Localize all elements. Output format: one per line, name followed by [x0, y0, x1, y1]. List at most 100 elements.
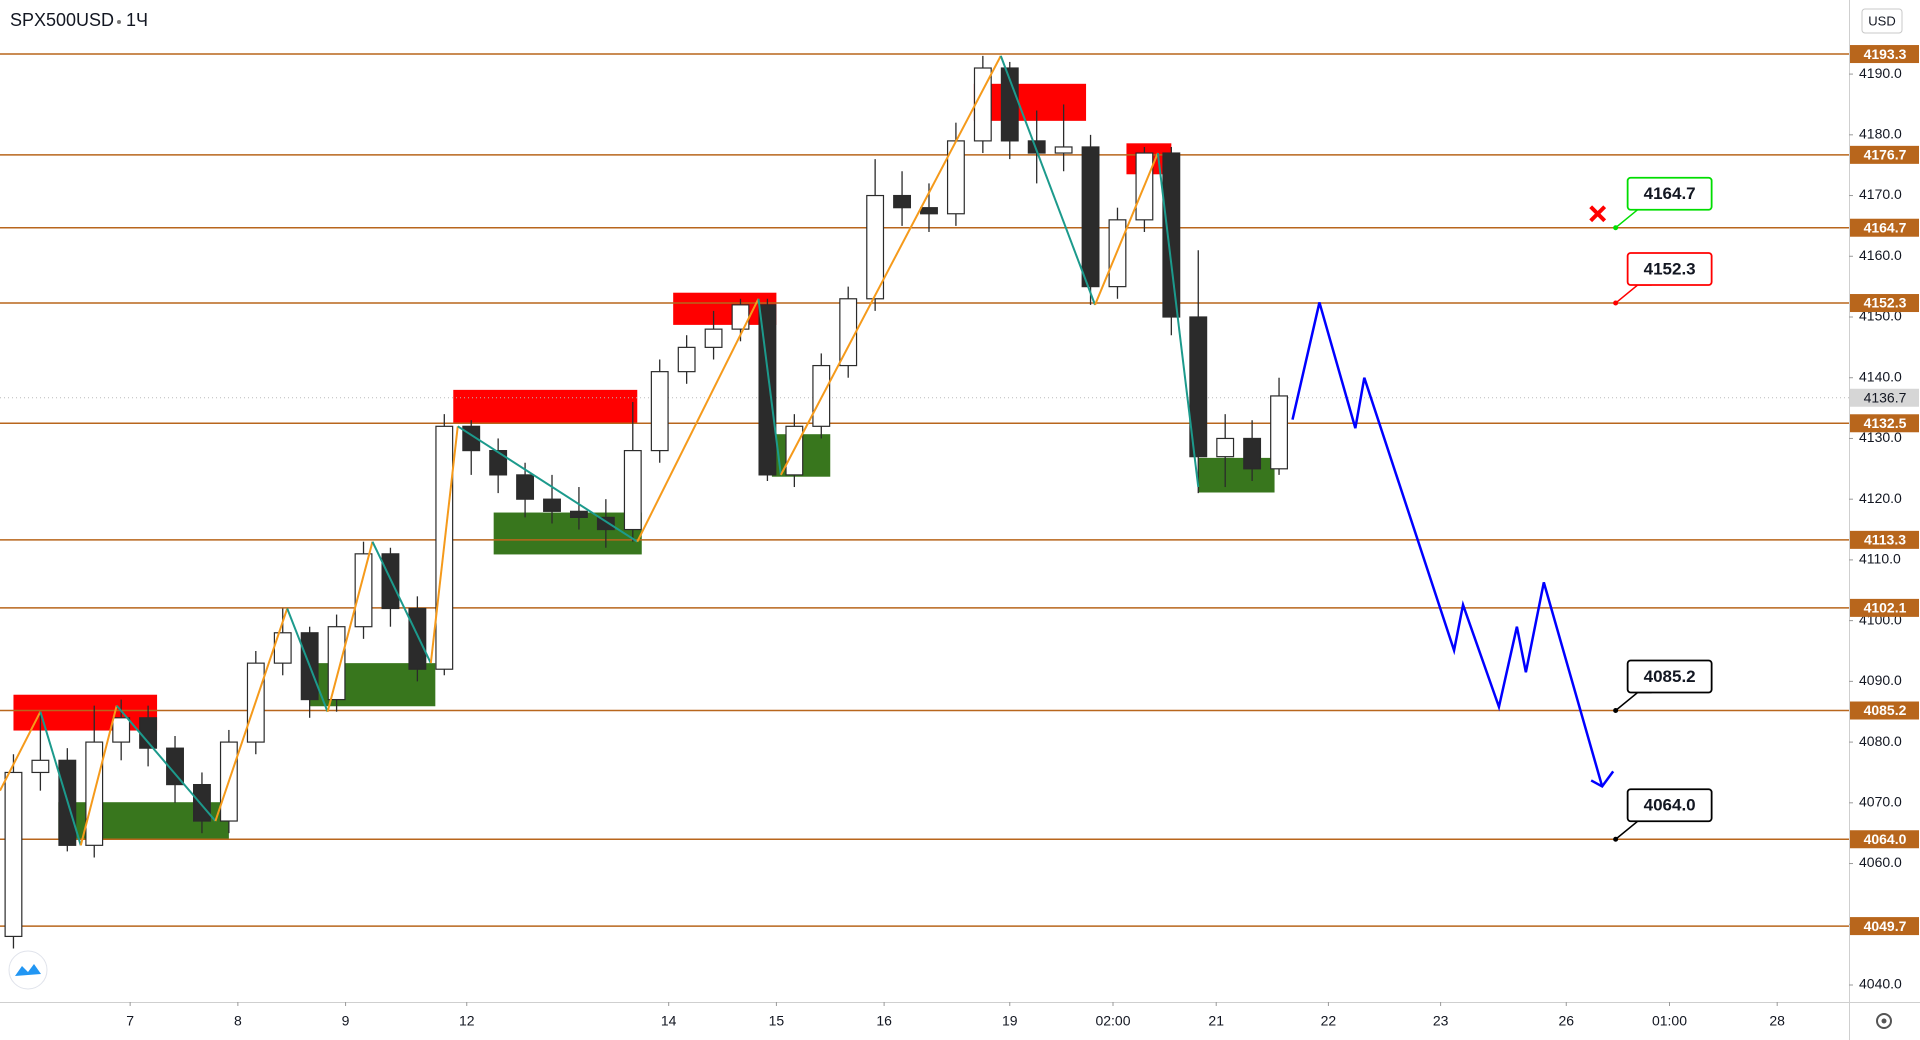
x-tick-label: 02:00 [1095, 1013, 1130, 1029]
callout-box [1626, 176, 1713, 211]
currency-button[interactable] [1861, 8, 1903, 34]
candle-body [758, 304, 777, 476]
symbol: SPX500USD [10, 10, 114, 30]
y-tick-label: 4170.0 [1859, 186, 1902, 202]
callout-label: 4164.7 [1644, 184, 1696, 203]
projection-path [1291, 302, 1604, 787]
candle-body [4, 771, 23, 938]
level-price-tag [1850, 530, 1919, 549]
candle-body [1243, 437, 1262, 470]
candle-body [543, 498, 561, 512]
candle-body [1216, 437, 1235, 458]
interval: 1Ч [126, 10, 148, 30]
callout-box [1626, 788, 1713, 823]
last-price-label: 4136.7 [1864, 389, 1907, 405]
level-price-label: 4102.1 [1864, 600, 1907, 616]
candle-body [569, 510, 588, 518]
gear-center[interactable] [1881, 1018, 1887, 1024]
candle-body [704, 328, 723, 348]
callout-label: 4064.0 [1644, 796, 1696, 815]
supply-zone [973, 83, 1087, 121]
x-tick-label: 9 [342, 1013, 350, 1029]
x-tick-label: 26 [1558, 1013, 1574, 1029]
logo-mark[interactable] [15, 964, 41, 976]
candle-body [31, 759, 50, 774]
level-price-tag [1850, 294, 1919, 313]
x-tick-label: 14 [661, 1013, 677, 1029]
candle-body [596, 516, 615, 531]
supply-zone [453, 389, 638, 424]
y-tick-label: 4140.0 [1859, 368, 1902, 384]
level-price-tag [1850, 218, 1919, 237]
x-tick-label: 15 [769, 1013, 785, 1029]
candle-body [489, 449, 508, 476]
x-tick-label: 16 [876, 1013, 892, 1029]
zigzag-segment [79, 705, 118, 846]
level-price-tag [1850, 830, 1919, 849]
level-price-tag [1850, 145, 1919, 164]
zigzag-segment [780, 55, 1002, 476]
candle-body [839, 298, 858, 367]
logo-circle[interactable] [8, 950, 48, 990]
plot: 4164.7 4152.3 4085.2 4064.0 [0, 53, 1849, 949]
zigzag-segment [286, 608, 329, 713]
candle-body [1081, 146, 1100, 288]
level-price-label: 4152.3 [1864, 295, 1907, 311]
zigzag-segment [1156, 152, 1200, 488]
candle-body [193, 783, 211, 822]
level-price-label: 4193.3 [1864, 46, 1907, 62]
supply-zone [13, 694, 158, 731]
separator [117, 20, 121, 24]
candle-body [112, 717, 131, 743]
currency[interactable]: USD [1868, 13, 1895, 28]
candle-body [1054, 146, 1073, 154]
zigzag-segment [1094, 152, 1159, 306]
demand-zone [1198, 457, 1275, 493]
zigzag-segment [999, 55, 1096, 306]
candle-body [1270, 395, 1288, 470]
candle-body [354, 553, 373, 628]
x-tick-label: 01:00 [1652, 1013, 1687, 1029]
zigzag-segment [0, 711, 42, 792]
x-tick-label: 22 [1321, 1013, 1337, 1029]
candle-body [516, 474, 535, 500]
price-axis: 4040.04050.04060.04070.04080.04090.04100… [126, 45, 1919, 1029]
level-price-label: 4049.7 [1864, 918, 1907, 934]
candle-body [1162, 152, 1181, 318]
y-tick-label: 4160.0 [1859, 247, 1902, 263]
logo[interactable] [8, 950, 48, 990]
level-price-label: 4085.2 [1864, 702, 1907, 718]
callout-label: 4085.2 [1644, 667, 1696, 686]
candle-body [166, 747, 184, 786]
demand-zone [493, 512, 642, 555]
callout-label: 4152.3 [1644, 260, 1696, 279]
level-price-tag [1850, 414, 1919, 433]
last-price-tag [1850, 388, 1919, 407]
level-price-label: 4176.7 [1864, 147, 1907, 163]
level-price-tag [1850, 45, 1919, 64]
zigzag-segment [429, 426, 459, 664]
zigzag-segment [214, 608, 289, 822]
zigzag-segment [757, 298, 782, 476]
x-tick-label: 23 [1433, 1013, 1449, 1029]
level-price-tag [1850, 598, 1919, 617]
x-tick-label: 7 [126, 1013, 134, 1029]
gear[interactable] [1876, 1013, 1892, 1029]
stop-marker [1589, 205, 1607, 223]
level-price-label: 4064.0 [1864, 831, 1907, 847]
candle-body [731, 304, 750, 330]
candle-body [623, 449, 642, 531]
level-price-tag [1850, 701, 1919, 720]
zigzag-segment [636, 298, 760, 543]
callout-box [1626, 252, 1713, 286]
settings[interactable] [1876, 1013, 1892, 1029]
candle-body [920, 207, 938, 215]
candle-body [677, 346, 696, 373]
y-tick-label: 4090.0 [1859, 672, 1902, 688]
candle-body [866, 194, 885, 300]
candle-body [408, 607, 427, 670]
zigzag-segment [326, 541, 374, 712]
x-tick-label: 28 [1769, 1013, 1785, 1029]
